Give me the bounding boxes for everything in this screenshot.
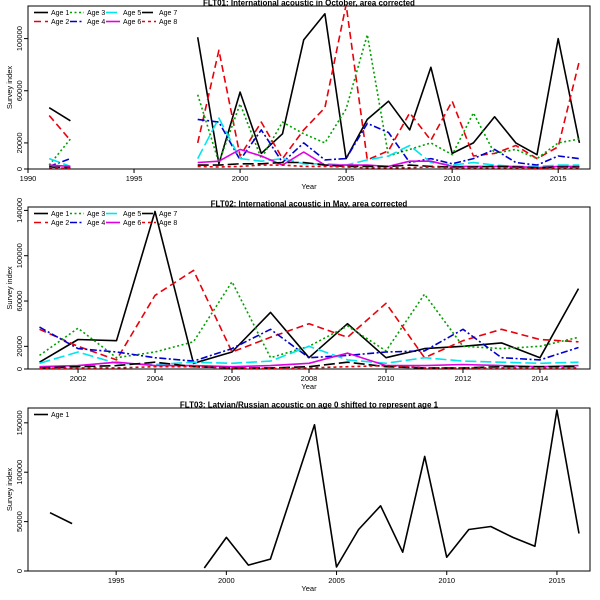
y-tick-label: 0 [15, 569, 24, 573]
series-line-age-3 [196, 33, 580, 164]
plot-frame [27, 407, 591, 572]
x-tick-label: 2005 [328, 576, 345, 585]
legend-label: Age 7 [159, 10, 177, 17]
series-line-age-7 [39, 361, 579, 369]
series-line-age-1 [49, 511, 73, 525]
y-tick-label: 60000 [15, 80, 24, 101]
series-line-age-4 [39, 326, 579, 362]
series-line-age-6 [39, 352, 579, 368]
legend-label: Age 1 [51, 211, 69, 218]
y-axis-label: Survey index [5, 66, 14, 110]
chart-panel-1: FLT01: International acoustic in October… [5, 0, 591, 191]
y-tick-label: 20000 [15, 336, 24, 357]
series-line-age-8 [197, 164, 580, 169]
x-axis-label: Year [301, 382, 317, 391]
y-tick-label: 50000 [15, 511, 24, 532]
legend-label: Age 5 [123, 211, 141, 218]
series-line-age-5 [48, 157, 71, 168]
legend-label: Age 3 [87, 10, 105, 17]
y-tick-label: 60000 [15, 291, 24, 312]
plot-frame [27, 5, 591, 170]
series-line-age-3 [48, 138, 72, 166]
y-tick-label: 20000 [15, 132, 24, 153]
x-tick-label: 2014 [532, 374, 549, 383]
x-axis-label: Year [301, 182, 317, 191]
legend-label: Age 3 [87, 211, 105, 218]
x-tick-label: 2004 [147, 374, 164, 383]
series-line-age-1 [196, 13, 581, 165]
legend-label: Age 1 [51, 10, 69, 17]
series-line-age-2 [39, 269, 579, 361]
legend-label: Age 4 [87, 19, 105, 26]
legend-label: Age 6 [123, 220, 141, 227]
series-line-age-1 [39, 210, 580, 365]
x-tick-label: 1995 [126, 174, 143, 183]
x-tick-label: 2008 [301, 374, 318, 383]
x-tick-label: 2000 [218, 576, 235, 585]
legend-label: Age 2 [51, 19, 69, 26]
series-line-age-1 [203, 409, 580, 569]
x-tick-label: 2010 [378, 374, 395, 383]
chart-title: FLT02: International acoustic in May, ar… [211, 200, 408, 209]
x-tick-label: 2006 [224, 374, 241, 383]
y-tick-label: 0 [15, 167, 24, 171]
x-tick-label: 2015 [550, 174, 567, 183]
y-tick-label: 100000 [15, 460, 24, 485]
y-tick-label: 100000 [15, 243, 24, 268]
x-tick-label: 2002 [70, 374, 87, 383]
x-tick-label: 2000 [232, 174, 249, 183]
y-axis-label: Survey index [5, 266, 14, 310]
chart-title: FLT01: International acoustic in October… [203, 0, 415, 8]
legend-label: Age 6 [123, 19, 141, 26]
chart-panel-3: FLT03: Latvian/Russian acoustic on age 0… [5, 401, 591, 593]
series-line-age-5 [196, 117, 580, 168]
x-tick-label: 1990 [20, 174, 37, 183]
legend-label: Age 7 [159, 211, 177, 218]
series-line-age-4 [197, 118, 580, 166]
chart-title: FLT03: Latvian/Russian acoustic on age 0… [180, 401, 439, 410]
x-tick-label: 2010 [438, 576, 455, 585]
series-line-age-2 [48, 114, 72, 141]
series-line-age-7 [49, 166, 71, 169]
legend-label: Age 4 [87, 220, 105, 227]
series-line-age-1 [48, 107, 71, 122]
y-tick-label: 100000 [15, 26, 24, 51]
y-axis-label: Survey index [5, 468, 14, 512]
x-tick-label: 2005 [338, 174, 355, 183]
x-axis-label: Year [301, 584, 317, 593]
x-tick-label: 2010 [444, 174, 461, 183]
x-tick-label: 1995 [108, 576, 125, 585]
chart-panel-2: FLT02: International acoustic in May, ar… [5, 198, 591, 391]
x-tick-label: 2012 [455, 374, 472, 383]
x-tick-label: 2015 [549, 576, 566, 585]
legend-label: Age 5 [123, 10, 141, 17]
legend-label: Age 8 [159, 220, 177, 227]
legend-label: Age 8 [159, 19, 177, 26]
series-line-age-2 [196, 6, 581, 161]
y-tick-label: 0 [15, 367, 24, 371]
y-tick-label: 150000 [15, 410, 24, 435]
y-tick-label: 140000 [15, 198, 24, 223]
series-line-age-6 [49, 164, 71, 168]
legend-label: Age 2 [51, 220, 69, 227]
legend-label: Age 1 [51, 412, 69, 419]
